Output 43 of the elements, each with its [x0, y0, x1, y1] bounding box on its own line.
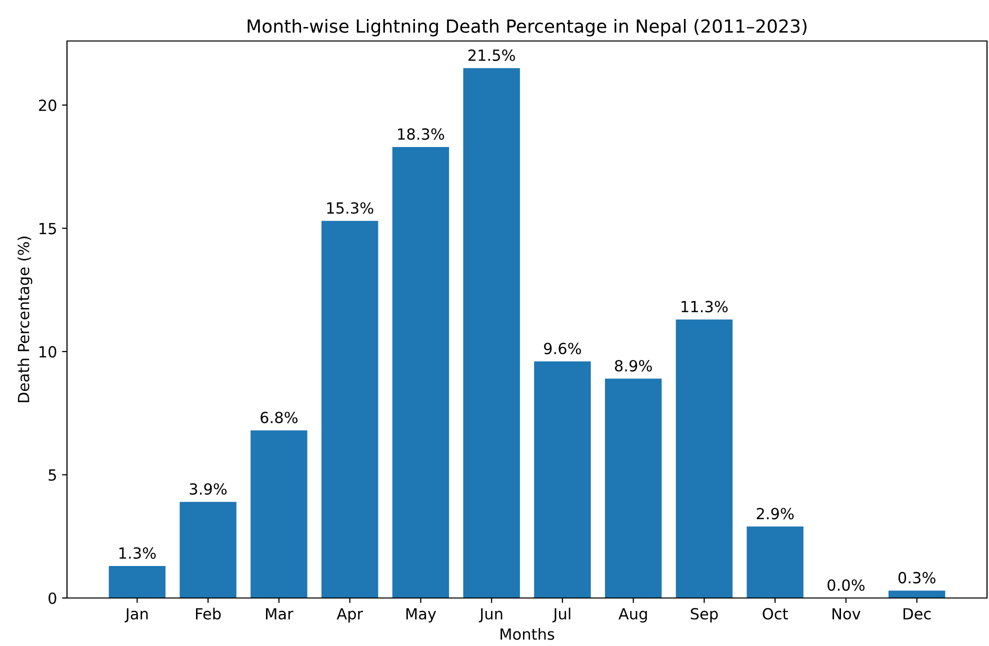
data-label: 1.3% [119, 547, 156, 559]
y-tick-label: 20 [38, 100, 56, 112]
bar [321, 220, 378, 598]
bar [746, 526, 804, 598]
x-tick-label: Feb [196, 608, 221, 620]
y-tick-label: 5 [48, 469, 56, 481]
bar [534, 361, 591, 598]
data-label: 6.8% [260, 412, 298, 424]
bar [676, 320, 733, 598]
y-tick-label: 15 [40, 222, 56, 234]
x-tick-label: Dec [904, 608, 931, 620]
x-tick-label: Apr [336, 608, 364, 623]
x-tick-label: Sep [690, 608, 718, 623]
data-label: 3.9% [190, 483, 227, 495]
x-tick-label: Jan [124, 608, 148, 622]
data-label: 0.0% [828, 579, 865, 591]
data-label: 0.3% [898, 572, 936, 584]
y-axis-title: Death Percentage (%) [17, 236, 32, 402]
x-tick-label: Oct [762, 608, 788, 620]
x-tick-label: Nov [832, 608, 860, 620]
x-axis-title: Months [500, 628, 554, 640]
y-tick-label: 0 [48, 592, 56, 604]
bar [604, 378, 662, 598]
data-label: 2.9% [756, 508, 794, 520]
x-tick-label: May [406, 608, 436, 623]
data-label: 11.3% [682, 300, 728, 312]
data-label: 15.3% [327, 202, 374, 214]
y-tick-label: 10 [40, 346, 56, 358]
data-label: 18.3% [398, 128, 444, 140]
data-label: 8.9% [614, 360, 652, 372]
data-label: 9.6% [544, 342, 582, 354]
x-tick-label: Jun [478, 608, 502, 622]
bar [250, 430, 308, 598]
bar [180, 502, 236, 598]
x-tick-label: Mar [266, 608, 294, 620]
data-label: 21.5% [468, 49, 515, 61]
chart-title: Month-wise Lightning Death Percentage in Nepal (2011–2023) [248, 18, 806, 36]
bar [392, 146, 450, 598]
bar [463, 68, 520, 598]
bar [888, 590, 946, 598]
x-tick-label: Jul [552, 608, 570, 622]
x-tick-label: Aug [618, 608, 647, 623]
bar [108, 566, 166, 598]
